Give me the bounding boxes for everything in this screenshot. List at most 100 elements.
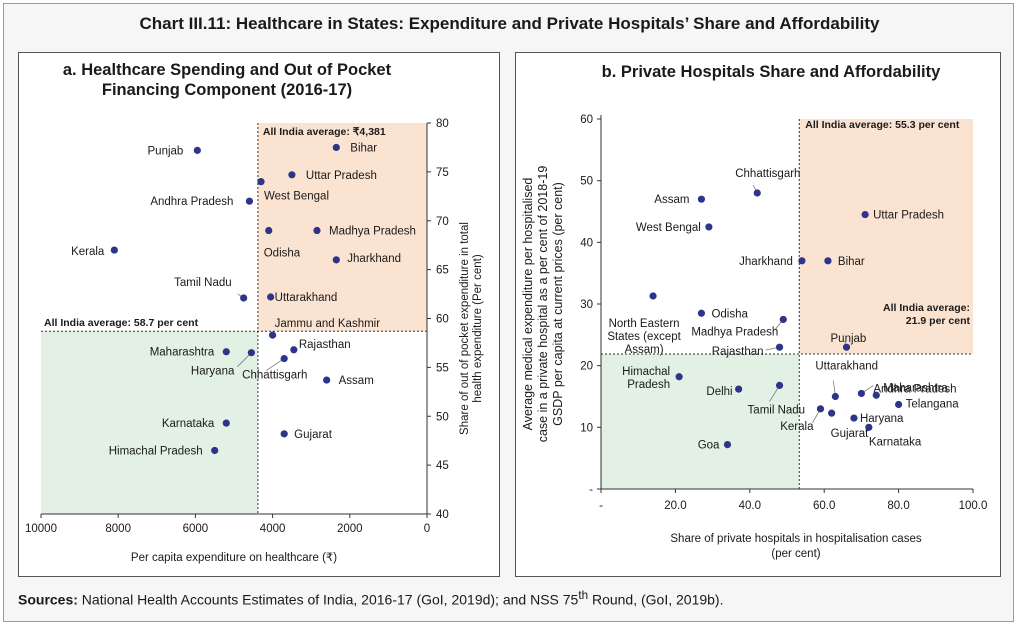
y-axis-label-line: health expenditure (Per cent) [472,254,484,402]
point-madhya-pradesh [313,226,321,235]
chart-a-title: a. Healthcare Spending and Out of Pocket [63,61,392,79]
point-jharkhand [798,257,806,265]
point-label-west-bengal: West Bengal [636,222,701,234]
point-assam [697,195,706,203]
point-odisha [265,226,273,235]
point-label-haryana: Haryana [860,413,904,425]
y-tick-label: 55 [436,362,449,374]
y-tick-label: 40 [436,509,449,521]
point-label-uttar-pradesh: Uttar Pradesh [873,210,944,222]
y-tick-label: 30 [580,299,593,311]
avg-label-y: 21.9 per cent [906,315,971,327]
sources-text: National Health Accounts Estimates of In… [77,591,579,608]
y-axis-label: Average medical expenditure per hospital… [521,166,565,443]
point-label-jharkhand: Jharkhand [739,256,793,268]
point-himachal-pradesh [675,373,683,381]
point-label-haryana: Haryana [191,366,235,378]
point-label-assam: Assam [339,375,374,387]
point-haryana [247,349,255,357]
point-karnataka [222,419,230,427]
point-maharashtra [222,348,230,356]
point-label-telangana: Telangana [906,399,960,411]
x-tick-label: 100.0 [959,500,988,512]
shade-high-spend-high-oop [257,123,427,332]
shade-low-share-low-cost [601,353,800,489]
point-label-north-eastern-states-except-assam: North Eastern States (except Assam) [607,318,681,356]
sources-label: Sources: [18,591,78,608]
x-tick-label: 8000 [105,523,131,535]
point-karnataka [865,423,873,431]
y-axis-label-line: case in a private hospital as a per cent… [536,166,550,443]
panel-a: a. Healthcare Spending and Out of Pocket… [18,52,500,577]
point-chhattisgarh [753,189,761,197]
y-tick-label: 70 [436,216,449,228]
point-label-odisha: Odisha [264,248,301,260]
point-bihar [824,257,832,265]
main-title: Chart III.11: Healthcare in States: Expe… [139,14,880,33]
avg-label-y: All India average: [883,302,970,314]
leader-line [265,358,285,371]
y-axis-label-line: Average medical expenditure per hospital… [521,178,535,431]
point-rajasthan [775,343,784,351]
point-andhra-pradesh [245,197,254,205]
point-chhattisgarh [280,354,288,363]
point-label-bihar: Bihar [350,142,377,154]
y-tick-label: 60 [580,114,593,126]
point-gujarat [828,409,836,417]
point-label-kerala: Kerala [71,246,105,258]
point-label-andhra-pradesh: Andhra Pradesh [150,196,233,208]
y-tick-label: 40 [580,237,593,249]
x-axis-label: Share of private hospitals in hospitalis… [670,533,921,545]
shade-high-share-high-cost [799,119,973,354]
point-label-gujarat: Gujarat [294,429,333,441]
point-label-line: Pradesh [627,379,670,391]
x-tick-label: 20.0 [664,500,686,512]
point-label-odisha: Odisha [711,308,748,320]
chart-b-title: b. Private Hospitals Share and Affordabi… [602,63,941,81]
y-tick-label: 60 [436,314,449,326]
point-uttar-pradesh [861,210,869,219]
avg-label-x: All India average: 55.3 per cent [805,119,960,131]
x-tick-label: 40.0 [739,500,761,512]
chart-a-title: Financing Component (2016-17) [102,81,352,99]
point-label-punjab: Punjab [831,333,867,345]
point-madhya-pradesh [779,315,787,324]
sources-note: Sources: National Health Accounts Estima… [18,589,723,608]
point-label-chhattisgarh: Chhattisgarh [242,370,307,382]
point-label-karnataka: Karnataka [162,418,215,430]
point-label-rajasthan: Rajasthan [299,339,351,351]
point-uttarakhand [267,293,275,301]
x-axis-label: Per capita expenditure on healthcare (₹) [131,552,337,564]
point-label-rajasthan: Rajasthan [712,346,764,358]
y-tick-label: 20 [580,361,593,373]
avg-label-x: All India average: ₹4,381 [263,126,386,138]
x-tick-label: - [599,500,603,512]
point-label-maharashtra: Maharashtra [883,382,948,394]
point-label-assam: Assam [654,194,689,206]
y-tick-label: 75 [436,167,449,179]
point-gujarat [280,430,288,438]
chart-b-svg: b. Private Hospitals Share and Affordabi… [521,63,988,560]
point-label-line: States (except [607,331,681,343]
point-label-gujarat: Gujarat [831,428,870,440]
x-tick-label: 10000 [25,523,57,535]
point-assam [323,376,331,384]
point-jammu-and-kashmir [269,331,277,339]
point-tamil-nadu [240,294,248,302]
point-jharkhand [332,256,340,264]
y-tick-label: 50 [580,176,593,188]
point-odisha [697,309,706,317]
x-tick-label: 0 [424,523,430,535]
point-telangana [895,400,903,409]
point-rajasthan [290,346,298,354]
point-uttarakhand [831,392,839,401]
point-label-west-bengal: West Bengal [264,191,329,203]
point-label-chhattisgarh: Chhattisgarh [735,168,800,180]
avg-label-y: All India average: 58.7 per cent [44,317,199,329]
y-tick-label: 10 [580,422,593,434]
y-axis-label: Share of out of pocket expenditure in to… [459,222,484,435]
panel-b: b. Private Hospitals Share and Affordabi… [515,52,1001,577]
point-label-goa: Goa [698,440,720,452]
point-himachal-pradesh [211,446,219,455]
x-axis-label: (per cent) [771,548,820,560]
